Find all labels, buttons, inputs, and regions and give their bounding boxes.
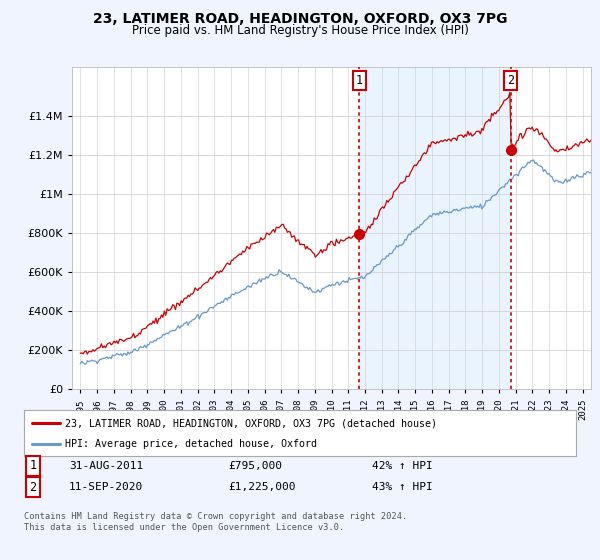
Text: 11-SEP-2020: 11-SEP-2020	[69, 482, 143, 492]
Text: 1: 1	[29, 459, 37, 473]
Text: 23, LATIMER ROAD, HEADINGTON, OXFORD, OX3 7PG: 23, LATIMER ROAD, HEADINGTON, OXFORD, OX…	[93, 12, 507, 26]
Text: 31-AUG-2011: 31-AUG-2011	[69, 461, 143, 471]
Text: 2: 2	[507, 74, 514, 87]
Text: Contains HM Land Registry data © Crown copyright and database right 2024.
This d: Contains HM Land Registry data © Crown c…	[24, 512, 407, 532]
Text: £795,000: £795,000	[228, 461, 282, 471]
Text: Price paid vs. HM Land Registry's House Price Index (HPI): Price paid vs. HM Land Registry's House …	[131, 24, 469, 36]
Text: £1,225,000: £1,225,000	[228, 482, 296, 492]
Text: 42% ↑ HPI: 42% ↑ HPI	[372, 461, 433, 471]
Text: HPI: Average price, detached house, Oxford: HPI: Average price, detached house, Oxfo…	[65, 438, 317, 449]
Text: 23, LATIMER ROAD, HEADINGTON, OXFORD, OX3 7PG (detached house): 23, LATIMER ROAD, HEADINGTON, OXFORD, OX…	[65, 418, 437, 428]
Bar	[359, 67, 511, 389]
Text: 1: 1	[356, 74, 363, 87]
Text: 43% ↑ HPI: 43% ↑ HPI	[372, 482, 433, 492]
Text: 2: 2	[29, 480, 37, 494]
